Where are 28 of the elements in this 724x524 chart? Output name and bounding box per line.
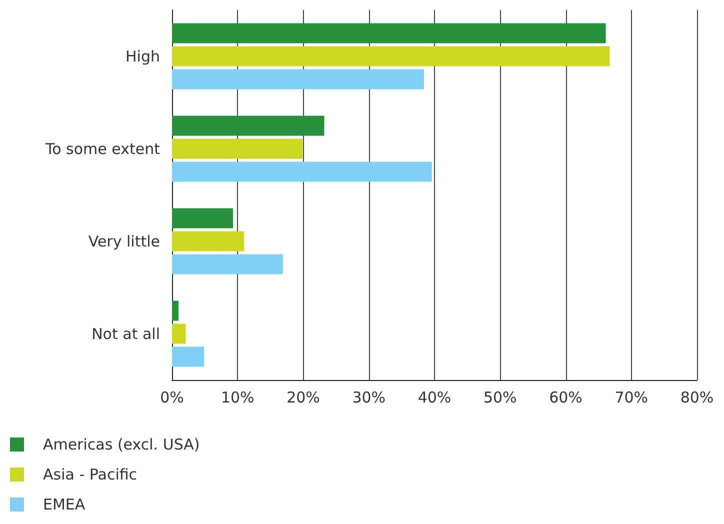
x-tick-label: 60%: [549, 388, 582, 406]
bar: [172, 346, 204, 367]
x-tick-label: 80%: [680, 388, 714, 406]
bar: [172, 254, 283, 274]
bar: [172, 138, 303, 159]
y-tick-label: High: [126, 47, 160, 66]
y-tick-label: To some extent: [44, 140, 160, 158]
bar: [172, 23, 606, 44]
legend-label: EMEA: [43, 496, 86, 514]
x-tick-label: 30%: [352, 388, 386, 406]
bar: [172, 324, 186, 344]
bar: [172, 46, 610, 66]
bar: [172, 162, 432, 182]
x-tick-label: 20%: [286, 388, 320, 406]
y-tick-label: Very little: [88, 232, 160, 250]
x-tick-label: 40%: [418, 388, 452, 406]
legend-label: Americas (excl. USA): [43, 436, 200, 454]
x-tick-label: 50%: [483, 388, 517, 406]
x-tick-label: 70%: [614, 388, 648, 406]
bar: [172, 69, 424, 90]
x-tick-label: 0%: [160, 388, 184, 406]
legend-label: Asia - Pacific: [43, 466, 138, 484]
bar: [172, 208, 234, 228]
x-tick-label: 10%: [220, 388, 254, 406]
bar: [172, 116, 324, 136]
bar: [172, 231, 244, 252]
bar: [172, 300, 179, 321]
y-tick-label: Not at all: [92, 324, 160, 343]
